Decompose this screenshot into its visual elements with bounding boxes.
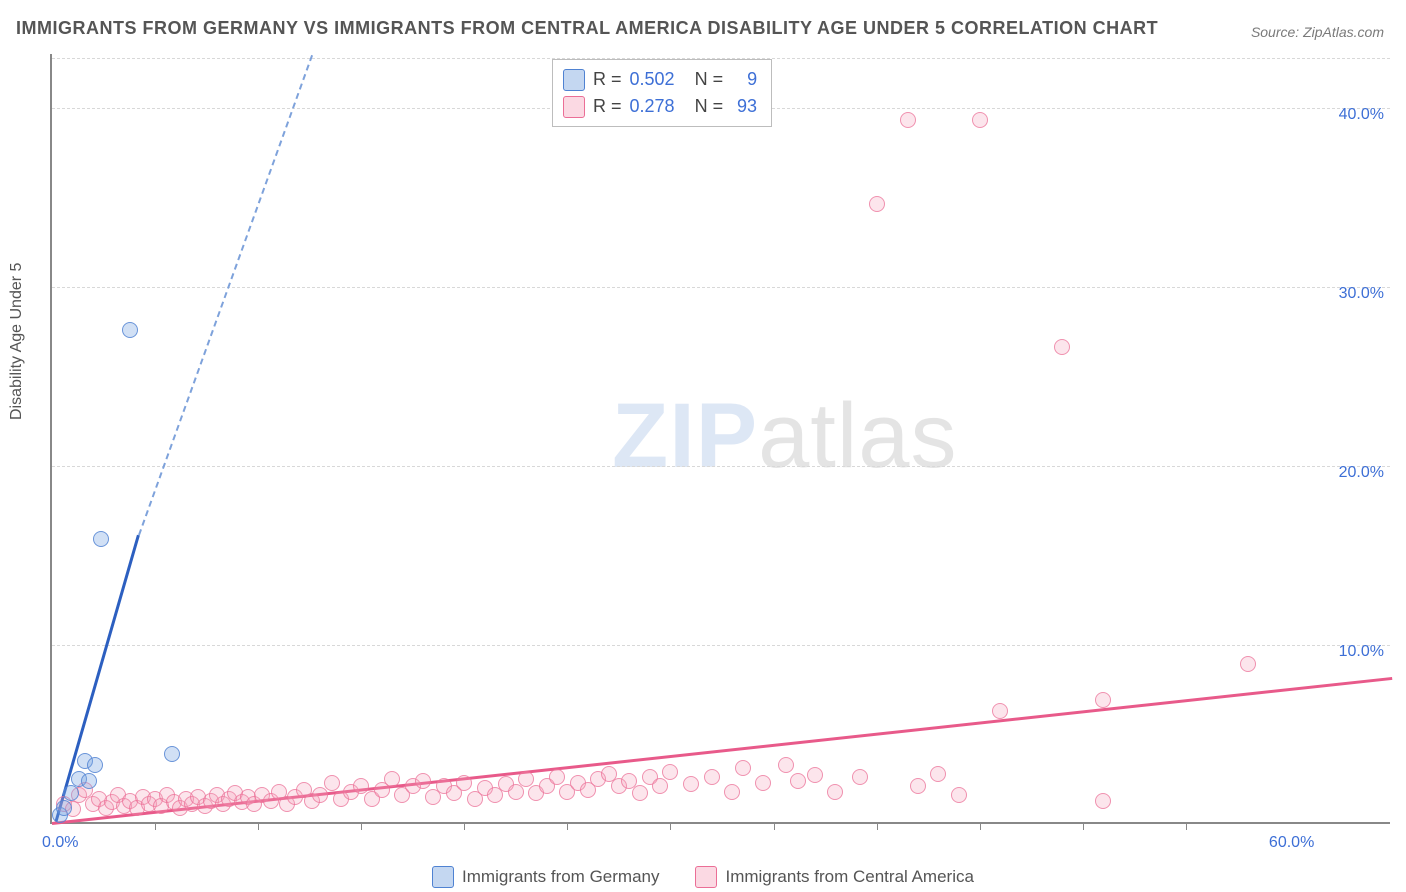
- data-point: [790, 773, 806, 789]
- swatch-blue-icon: [432, 866, 454, 888]
- data-point: [518, 771, 534, 787]
- data-point: [384, 771, 400, 787]
- data-point: [852, 769, 868, 785]
- data-point: [683, 776, 699, 792]
- legend-row: R = 0.502 N = 9: [563, 66, 757, 93]
- y-tick-label: 40.0%: [1339, 106, 1384, 124]
- data-point: [807, 767, 823, 783]
- data-point: [827, 784, 843, 800]
- x-tick: [155, 822, 156, 830]
- legend-label: Immigrants from Germany: [462, 867, 659, 887]
- n-value: 9: [731, 66, 757, 93]
- data-point: [549, 769, 565, 785]
- data-point: [869, 196, 885, 212]
- x-tick: [670, 822, 671, 830]
- legend-row: R = 0.278 N = 93: [563, 93, 757, 120]
- x-tick: [877, 822, 878, 830]
- swatch-pink-icon: [563, 96, 585, 118]
- data-point: [662, 764, 678, 780]
- legend-bottom: Immigrants from Germany Immigrants from …: [0, 866, 1406, 888]
- data-point: [910, 778, 926, 794]
- y-tick-label: 10.0%: [1339, 643, 1384, 661]
- swatch-pink-icon: [695, 866, 717, 888]
- x-tick: [464, 822, 465, 830]
- y-tick-label: 20.0%: [1339, 464, 1384, 482]
- legend-item-central-america: Immigrants from Central America: [695, 866, 973, 888]
- legend-label: Immigrants from Central America: [725, 867, 973, 887]
- trend-line: [55, 535, 140, 822]
- x-tick-label: 0.0%: [42, 834, 78, 852]
- data-point: [632, 785, 648, 801]
- correlation-legend: R = 0.502 N = 9 R = 0.278 N = 93: [552, 59, 772, 127]
- data-point: [324, 775, 340, 791]
- gridline: [52, 287, 1390, 288]
- data-point: [724, 784, 740, 800]
- r-value: 0.502: [630, 66, 675, 93]
- n-label: N =: [695, 93, 724, 120]
- x-tick: [1186, 822, 1187, 830]
- data-point: [93, 531, 109, 547]
- watermark-zip: ZIP: [612, 385, 758, 487]
- x-tick: [1083, 822, 1084, 830]
- x-tick-label: 60.0%: [1269, 834, 1314, 852]
- plot-area: ZIPatlas 10.0%20.0%30.0%40.0%0.0%60.0%R …: [50, 54, 1390, 824]
- data-point: [652, 778, 668, 794]
- r-label: R =: [593, 93, 622, 120]
- data-point: [415, 773, 431, 789]
- x-tick: [361, 822, 362, 830]
- r-label: R =: [593, 66, 622, 93]
- watermark-atlas: atlas: [758, 385, 957, 487]
- gridline: [52, 645, 1390, 646]
- source-attribution: Source: ZipAtlas.com: [1251, 24, 1384, 40]
- x-tick: [258, 822, 259, 830]
- r-value: 0.278: [630, 93, 675, 120]
- data-point: [735, 760, 751, 776]
- data-point: [755, 775, 771, 791]
- data-point: [312, 787, 328, 803]
- y-axis-title: Disability Age Under 5: [8, 263, 26, 420]
- legend-item-germany: Immigrants from Germany: [432, 866, 659, 888]
- y-tick-label: 30.0%: [1339, 285, 1384, 303]
- data-point: [972, 112, 988, 128]
- data-point: [56, 800, 72, 816]
- x-tick: [774, 822, 775, 830]
- n-label: N =: [695, 66, 724, 93]
- data-point: [87, 757, 103, 773]
- data-point: [900, 112, 916, 128]
- data-point: [164, 746, 180, 762]
- swatch-blue-icon: [563, 69, 585, 91]
- x-tick: [980, 822, 981, 830]
- data-point: [1054, 339, 1070, 355]
- data-point: [930, 766, 946, 782]
- data-point: [456, 775, 472, 791]
- data-point: [63, 785, 79, 801]
- data-point: [81, 773, 97, 789]
- data-point: [1095, 692, 1111, 708]
- watermark: ZIPatlas: [612, 384, 957, 489]
- data-point: [951, 787, 967, 803]
- data-point: [1240, 656, 1256, 672]
- x-tick: [567, 822, 568, 830]
- data-point: [1095, 793, 1111, 809]
- n-value: 93: [731, 93, 757, 120]
- gridline: [52, 466, 1390, 467]
- chart-title: IMMIGRANTS FROM GERMANY VS IMMIGRANTS FR…: [16, 18, 1158, 39]
- data-point: [992, 703, 1008, 719]
- data-point: [704, 769, 720, 785]
- data-point: [122, 322, 138, 338]
- trend-line: [138, 55, 313, 536]
- data-point: [778, 757, 794, 773]
